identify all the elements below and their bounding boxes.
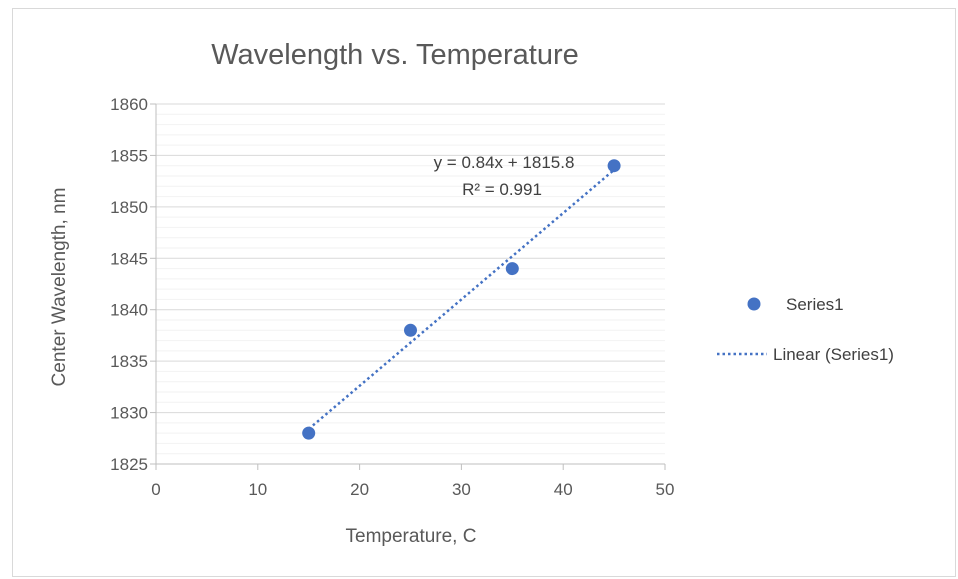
- trendline-layer: [307, 168, 615, 430]
- y-tick-label: 1850: [110, 198, 148, 217]
- legend-label-series1: Series1: [786, 295, 844, 314]
- legend: Series1 Linear (Series1): [717, 295, 894, 364]
- x-tick-label: 0: [151, 480, 160, 499]
- data-point: [404, 323, 417, 337]
- trendline: [307, 168, 615, 430]
- x-tick-label: 10: [248, 480, 267, 499]
- chart-area: Wavelength vs. Temperature 1825 1830 1835 1…: [12, 8, 956, 577]
- x-axis-title: Temperature, C: [346, 526, 477, 547]
- legend-label-trendline: Linear (Series1): [773, 345, 894, 364]
- axes: [150, 103, 666, 470]
- data-point: [607, 159, 621, 173]
- data-points: [302, 159, 621, 440]
- y-tick-label: 1835: [110, 352, 148, 371]
- y-tick-label: 1845: [110, 249, 148, 268]
- x-tick-label: 40: [554, 480, 573, 499]
- x-tick-label: 20: [350, 480, 369, 499]
- data-point: [302, 426, 316, 440]
- x-tick-label: 50: [656, 480, 675, 499]
- y-axis-title: Center Wavelength, nm: [49, 188, 70, 387]
- y-tick-label: 1840: [110, 301, 148, 320]
- chart-title: Wavelength vs. Temperature: [211, 39, 579, 71]
- y-tick-label: 1825: [110, 455, 148, 474]
- data-point: [505, 262, 519, 276]
- scatter-chart: Wavelength vs. Temperature 1825183018351…: [49, 39, 894, 547]
- x-tick-label: 30: [452, 480, 471, 499]
- tick-labels: 1825 1830 1835 1840 1845 1850 1855 1860 0 10 20 30 4…: [110, 95, 674, 499]
- y-tick-label: 1830: [110, 404, 148, 423]
- trendline-equation: y = 0.84x + 1815.8: [434, 153, 575, 172]
- trendline-r-squared: R² = 0.991: [462, 180, 542, 199]
- y-tick-label: 1860: [110, 95, 148, 114]
- legend-marker-series1: [747, 297, 761, 311]
- y-tick-label: 1855: [110, 146, 148, 165]
- gridlines: [156, 103, 665, 455]
